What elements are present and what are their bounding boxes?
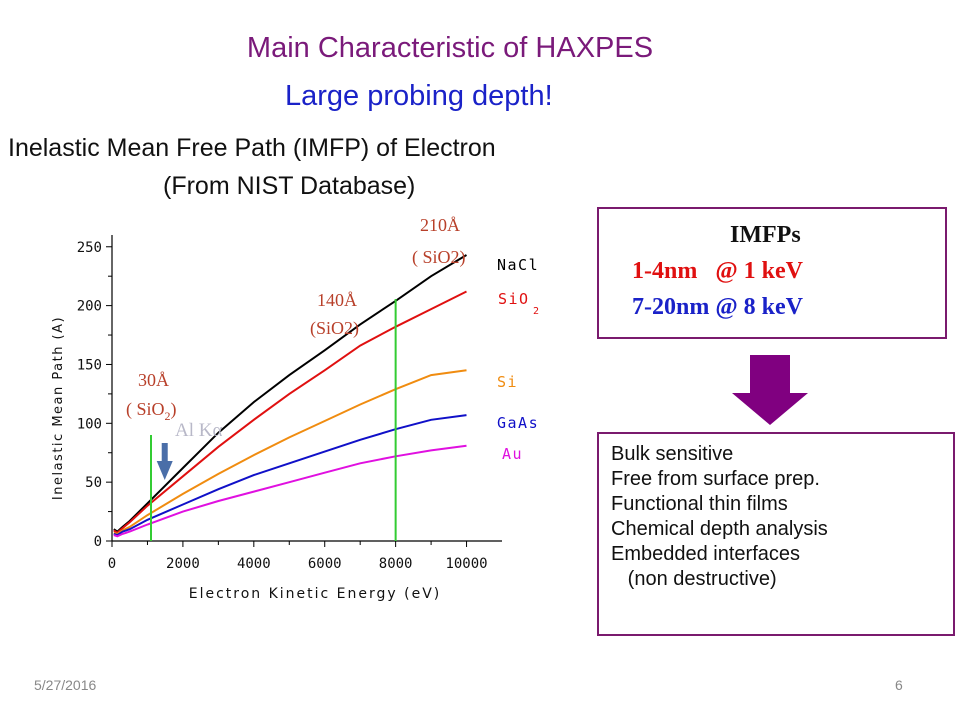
al-k-alpha-label: Al Kα <box>175 420 222 441</box>
slide-title: Main Characteristic of HAXPES <box>246 32 654 64</box>
series-line-au <box>113 444 467 538</box>
marker-label-30a: 30Å <box>138 370 169 390</box>
marker-label-30a-material: ( SiO2) <box>126 399 177 423</box>
series-label-sio2: SiO <box>498 290 530 308</box>
advantage-item: Bulk sensitive <box>611 443 734 465</box>
slide-date: 5/27/2016 <box>34 677 97 693</box>
series-label-au: Au <box>502 445 523 463</box>
series-label-nacl: NaCl <box>497 256 539 274</box>
imfp-8kev: 7-20nm @ 8 keV <box>632 294 803 320</box>
x-tick-label: 10000 <box>445 556 487 572</box>
y-tick-label: 250 <box>77 240 102 256</box>
series-label-gaas: GaAs <box>497 414 539 432</box>
slide-subtitle: Large probing depth! <box>285 80 553 112</box>
x-tick-label: 2000 <box>166 556 200 572</box>
marker-label-140a: 140Å <box>317 290 357 310</box>
y-tick-label: 100 <box>77 416 102 432</box>
advantage-item: Free from surface prep. <box>611 468 820 490</box>
marker-label-210a: 210Å <box>420 215 460 235</box>
chart-source-heading: (From NIST Database) <box>163 172 416 200</box>
marker-label-140a-material: (SiO2) <box>310 318 359 339</box>
y-tick-label: 50 <box>85 475 102 491</box>
imfp-1kev: 1-4nm @ 1 keV <box>632 258 803 284</box>
advantage-item: Chemical depth analysis <box>611 518 828 540</box>
imfp-title: IMFPs <box>730 222 801 248</box>
x-tick-label: 0 <box>108 556 116 572</box>
x-tick-label: 6000 <box>308 556 342 572</box>
marker-label-210a-material: ( SiO2) <box>412 247 466 268</box>
imfp-summary-box <box>597 207 947 339</box>
x-tick-label: 8000 <box>379 556 413 572</box>
y-tick-label: 200 <box>77 299 102 315</box>
advantages-box: Bulk sensitive Free from surface prep. F… <box>597 432 955 636</box>
y-tick-label: 150 <box>77 357 102 373</box>
advantage-item: Embedded interfaces <box>611 543 801 565</box>
down-arrow-icon <box>732 355 808 425</box>
series-label-si: Si <box>497 373 518 391</box>
x-axis-label: Electron Kinetic Energy (eV) <box>189 586 442 602</box>
imfp-chart: 0 2000 4000 6000 8000 10000 0 50 100 150 200 250 El… <box>51 215 539 602</box>
slide-number: 6 <box>895 677 903 693</box>
y-tick-label: 0 <box>94 534 102 550</box>
series-label-sio2-subscript: 2 <box>533 306 539 317</box>
advantage-item: Functional thin films <box>611 493 788 515</box>
chart-heading: Inelastic Mean Free Path (IMFP) of Elect… <box>8 134 496 162</box>
series-line-si <box>113 369 467 535</box>
series-line-sio2 <box>113 290 467 535</box>
series-line-gaas <box>113 414 467 537</box>
x-tick-label: 4000 <box>237 556 271 572</box>
y-axis-label: Inelastic Mean Path (A) <box>51 316 66 500</box>
advantage-item: (non destructive) <box>611 568 777 590</box>
al-k-alpha-arrow <box>156 443 173 480</box>
